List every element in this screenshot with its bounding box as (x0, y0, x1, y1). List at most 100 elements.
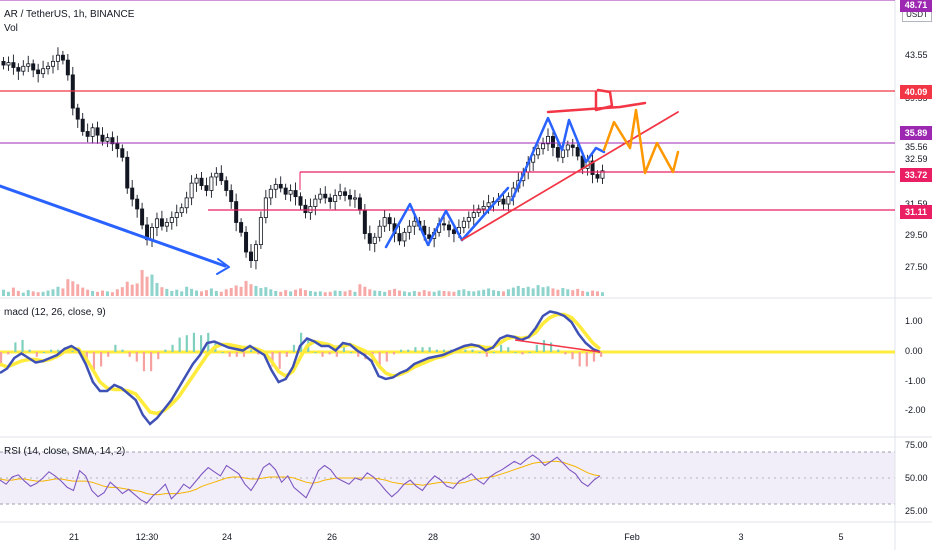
price-candle (347, 195, 352, 200)
macd-histogram-bar (392, 352, 396, 355)
macd-histogram-bar (585, 352, 588, 367)
macd-histogram-bar (514, 352, 517, 353)
macd-histogram-bar (271, 352, 274, 367)
volume-bar (452, 291, 456, 296)
price-badge[interactable]: 48.71 (900, 0, 932, 12)
price-candles[interactable] (1, 47, 605, 270)
price-candle (41, 68, 46, 75)
volume-bar (41, 291, 45, 296)
price-candle (209, 176, 214, 191)
price-candle (328, 197, 333, 202)
macd-pane[interactable] (0, 310, 895, 426)
symbol-title[interactable]: AR / TetherUS, 1h, BINANCE (4, 9, 135, 20)
macd-histogram-bar (350, 352, 353, 353)
price-badge[interactable]: 40.09 (900, 85, 932, 99)
price-candle (318, 193, 323, 200)
price-candle (288, 190, 293, 195)
volume-bar (596, 291, 599, 296)
drawings-layer[interactable] (0, 88, 680, 275)
volume-bar (209, 288, 213, 296)
time-tick-label: 28 (427, 532, 438, 542)
price-candle (130, 187, 135, 200)
macd-histogram-bar (92, 352, 96, 372)
price-candle (565, 144, 570, 151)
volume-bar (200, 291, 203, 296)
volume-bar (110, 292, 114, 296)
price-candle (184, 197, 189, 209)
macd-histogram-bar (7, 352, 10, 355)
volume-bar (318, 291, 322, 296)
macd-divergence-line (514, 339, 601, 353)
volume-bar (308, 290, 312, 296)
volume-bar (51, 289, 55, 296)
rsi-pane[interactable] (0, 454, 601, 504)
volume-bar (576, 288, 580, 296)
volume-bar (21, 292, 25, 296)
volume-bar (101, 290, 104, 296)
volume-bar (170, 290, 174, 296)
price-candle (6, 62, 11, 66)
volume-bar (135, 283, 139, 296)
macd-histogram-bar (292, 344, 296, 352)
price-candle (90, 127, 95, 137)
macd-histogram-bar (171, 344, 174, 352)
rsi-band (0, 452, 895, 504)
price-candle (31, 63, 36, 71)
price-candle (303, 204, 308, 214)
macd-histogram-bar (0, 352, 3, 367)
downtrend-arrow-head (216, 258, 230, 275)
volume-bar (120, 287, 124, 296)
price-candle (85, 131, 90, 137)
macd-histogram-bar (185, 335, 188, 352)
macd-histogram-bar (242, 352, 246, 357)
macd-histogram-bar (471, 349, 474, 352)
price-candle (338, 191, 343, 196)
macd-histogram-bar (485, 352, 488, 357)
price-candle (451, 229, 456, 234)
volume-bar (566, 289, 570, 296)
macd-histogram-bar (357, 352, 360, 357)
volume-bar (437, 290, 441, 296)
macd-histogram-bar (564, 352, 567, 355)
macd-histogram-bar (421, 347, 424, 352)
volume-bar (145, 276, 149, 296)
volume-bar (511, 287, 515, 296)
macd-histogram-bar (35, 352, 38, 357)
price-candle (95, 127, 100, 136)
volume-bar (581, 290, 585, 296)
volume-bar (492, 290, 496, 296)
volume-bar (412, 290, 416, 296)
macd-histogram-bar (528, 352, 531, 353)
volume-bar (289, 291, 293, 296)
volume-bar (279, 291, 283, 296)
price-candle (120, 148, 125, 158)
volume-bar (160, 287, 164, 296)
volume-bar (190, 288, 194, 296)
price-badge[interactable]: 33.72 (900, 168, 932, 182)
macd-histogram-bar (535, 344, 538, 352)
price-candle (51, 60, 56, 67)
volume-bar (229, 288, 233, 296)
price-tick-label: 43.55 (905, 50, 928, 60)
macd-histogram-bar (114, 344, 117, 352)
volume-bar (269, 289, 273, 296)
macd-label[interactable]: macd (12, 26, close, 9) (4, 307, 106, 318)
price-candle (100, 134, 105, 142)
horizontal-levels[interactable] (0, 90, 895, 211)
price-candle (229, 190, 234, 202)
macd-histogram-bar (571, 352, 574, 360)
macd-histogram-bar (407, 349, 410, 352)
macd-histogram-bar (121, 349, 124, 352)
price-candle (575, 147, 580, 157)
price-badge[interactable]: 31.11 (900, 205, 932, 219)
macd-line (0, 310, 601, 426)
price-candle (105, 137, 110, 142)
volume-bar (432, 291, 436, 296)
volume-bar (185, 286, 189, 296)
price-candle (263, 197, 268, 218)
volume-bar (140, 269, 144, 296)
price-badge[interactable]: 35.89 (900, 126, 932, 140)
rsi-label[interactable]: RSI (14, close, SMA, 14, 2) (4, 446, 126, 457)
volume-bar (477, 290, 481, 296)
